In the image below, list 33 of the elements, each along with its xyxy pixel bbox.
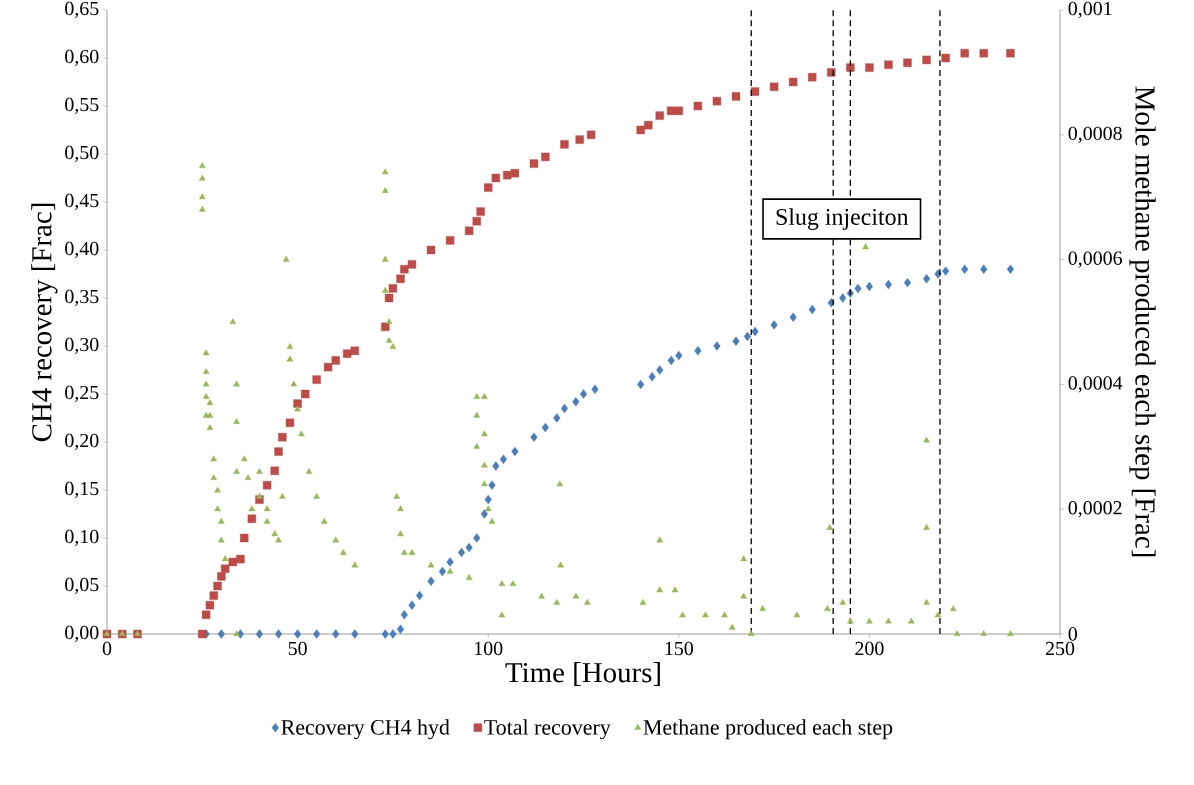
y2-tick-label: 0 <box>1068 627 1077 641</box>
x-tick-label: 150 <box>665 641 693 656</box>
legend-label: Total recovery <box>484 719 611 740</box>
y-tick-label: 0,00 <box>65 625 99 643</box>
annotation: Slug injeciton <box>776 208 909 230</box>
x-tick-label: 0 <box>102 641 112 656</box>
legend-label: Recovery CH4 hyd <box>281 719 450 740</box>
y-tick-label: 0,30 <box>65 337 99 355</box>
legend-label: Methane produced each step <box>643 719 893 740</box>
y-tick-label: 0,20 <box>65 433 99 451</box>
y-axis-title: CH4 recovery [Frac] <box>31 203 58 442</box>
y-tick-label: 0,25 <box>65 385 99 403</box>
y2-tick-label: 0,0004 <box>1068 376 1123 393</box>
y-tick-label: 0,50 <box>65 145 99 163</box>
y2-tick-label: 0,0006 <box>1068 251 1122 268</box>
x-tick-label: 100 <box>475 641 503 656</box>
y2-tick-label: 0,0008 <box>1068 126 1122 143</box>
x-tick-label: 250 <box>1045 641 1075 656</box>
y-tick-label: 0,55 <box>65 97 99 115</box>
y-tick-label: 0,40 <box>65 241 99 259</box>
y-tick-label: 0,10 <box>65 529 99 547</box>
y-tick-label: 0,45 <box>65 193 99 211</box>
y-tick-label: 0,35 <box>65 289 99 307</box>
y2-tick-label: 0,0002 <box>1068 501 1122 518</box>
y-tick-label: 0,60 <box>65 49 99 67</box>
x-axis-title: Time [Hours] <box>505 662 660 686</box>
y-tick-label: 0,65 <box>65 1 99 19</box>
x-tick-label: 200 <box>855 641 884 656</box>
y2-axis-title: Mole methane produced each step [Frac] <box>1129 86 1156 557</box>
x-tick-label: 50 <box>288 641 307 656</box>
y2-tick-label: 0,001 <box>1068 1 1112 19</box>
y-tick-label: 0,15 <box>65 481 99 499</box>
y-tick-label: 0,05 <box>65 577 99 595</box>
